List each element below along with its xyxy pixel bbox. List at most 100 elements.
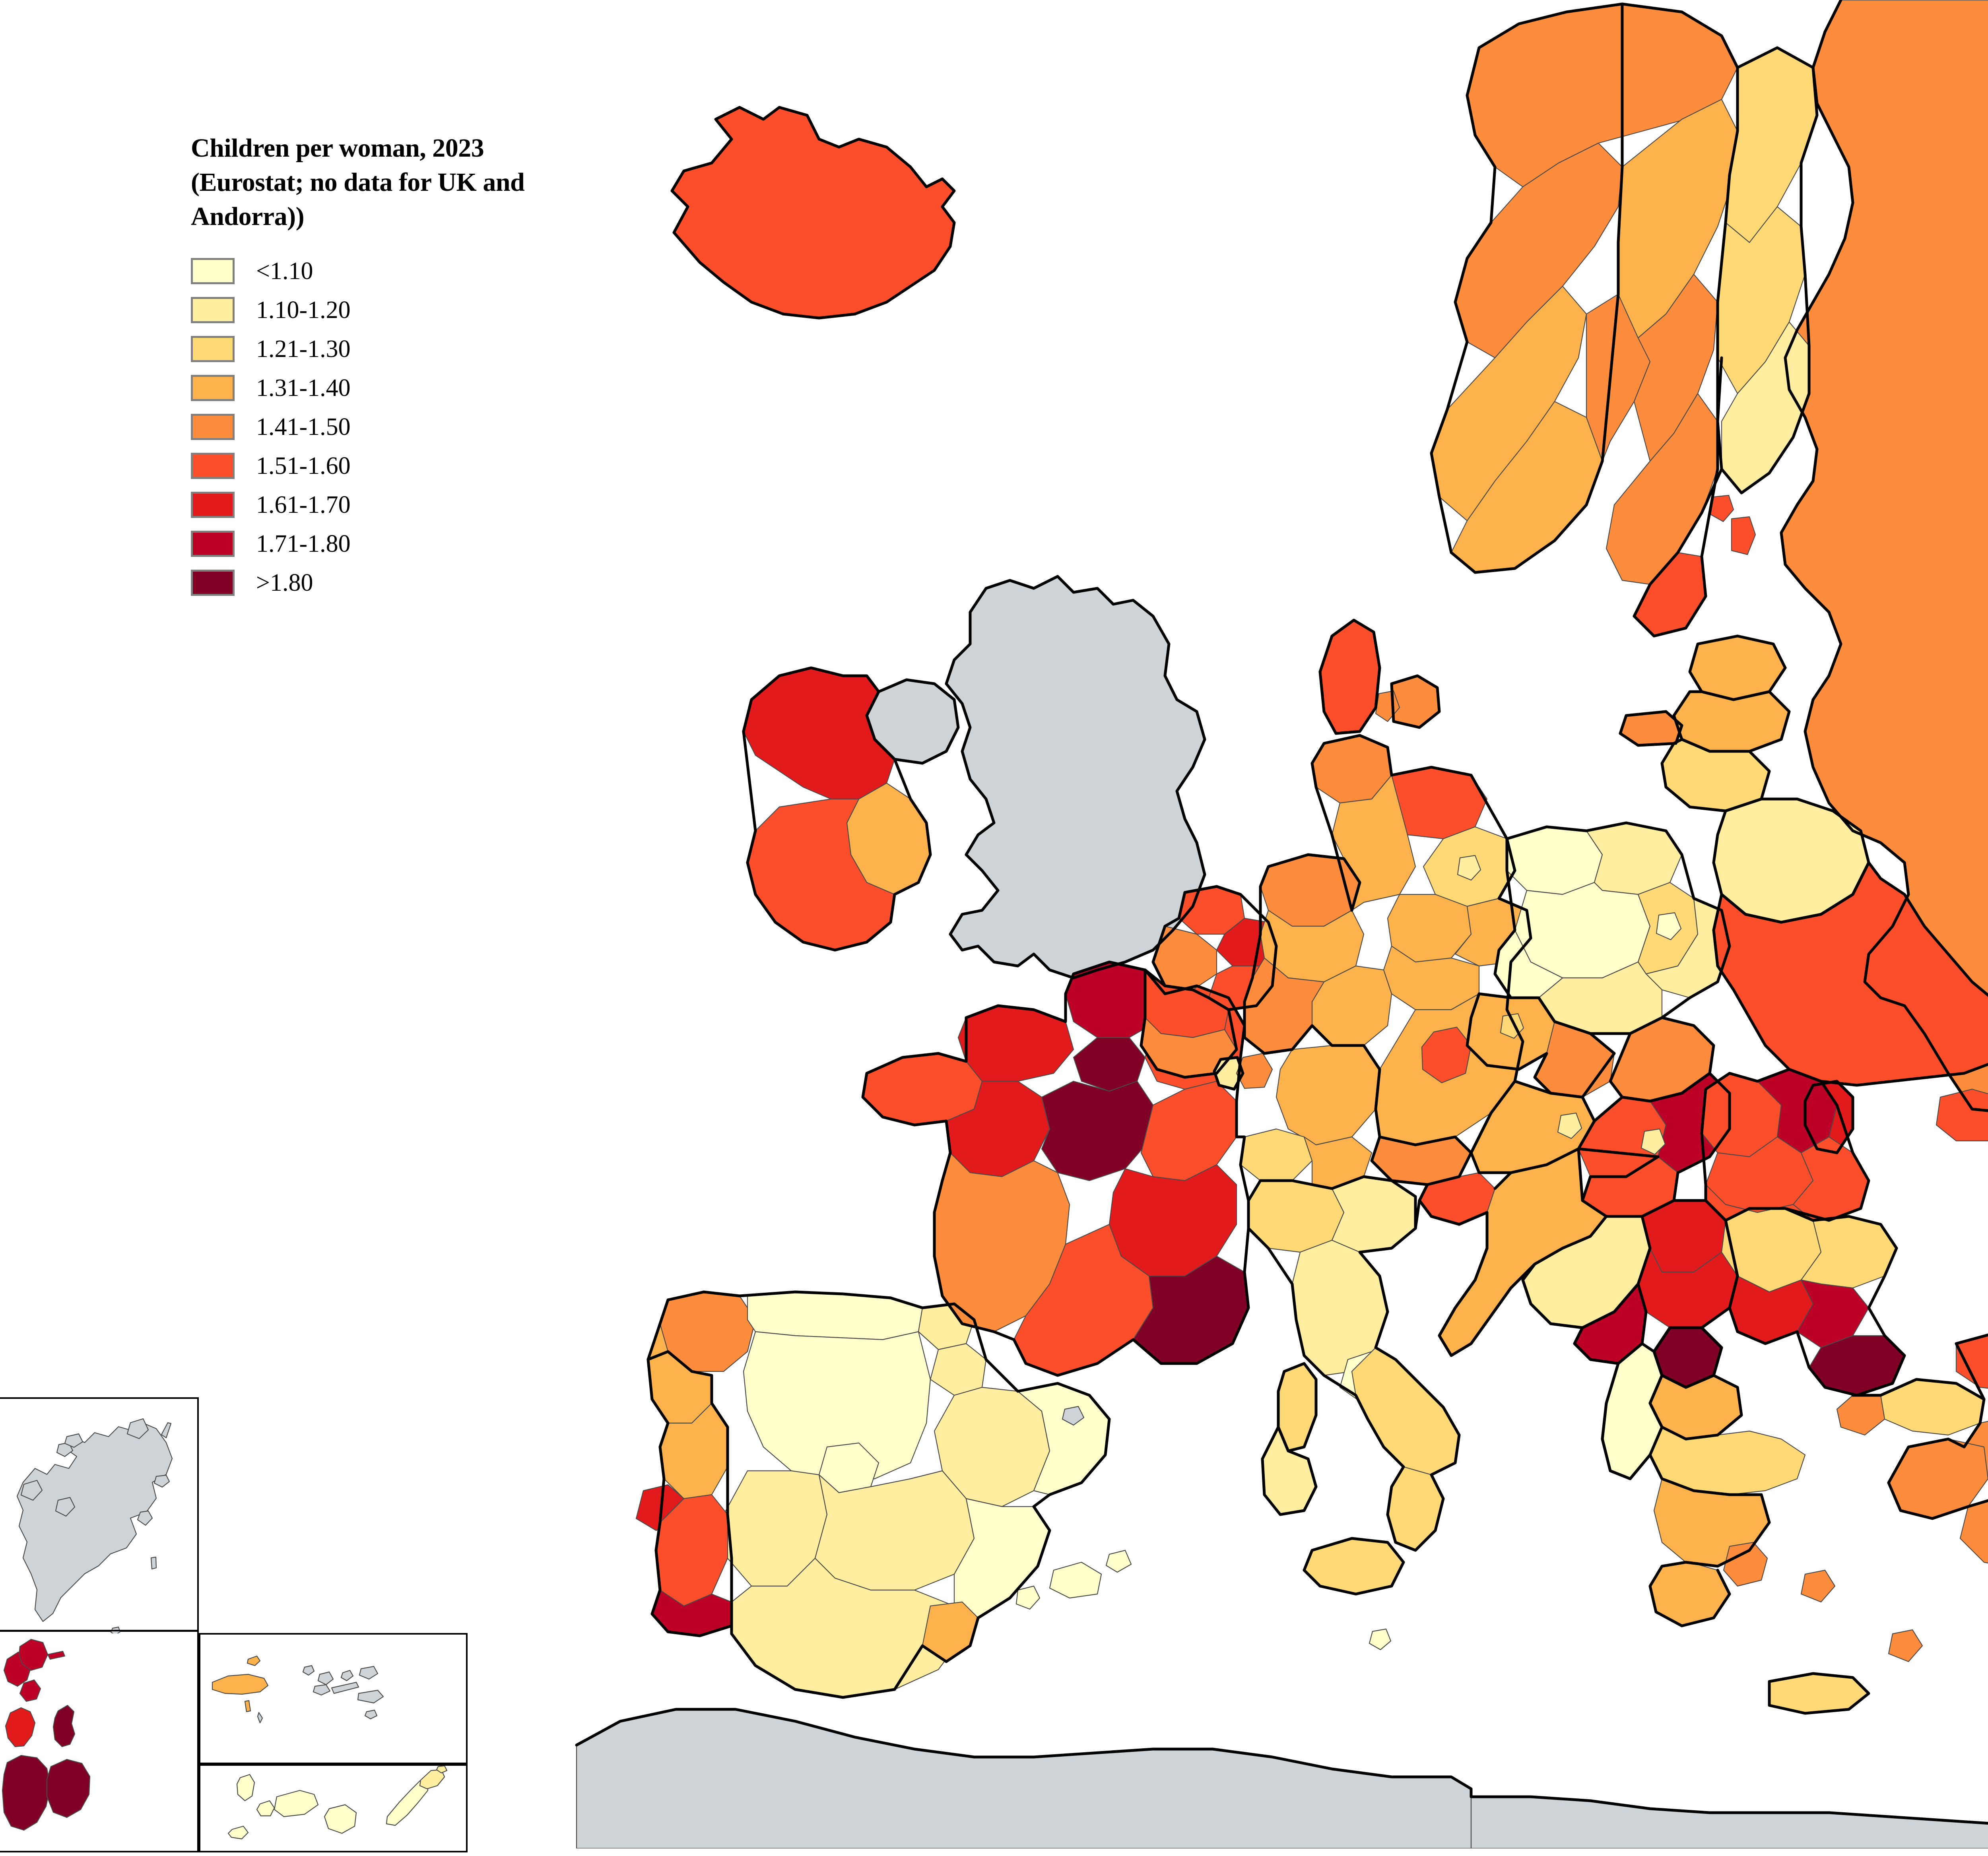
inset-region-azores-4: [331, 1681, 359, 1694]
inset-region-azores-9: [257, 1712, 263, 1724]
region-gotland[interactable]: [1731, 516, 1756, 555]
legend-row-4[interactable]: 1.41-1.50: [191, 407, 588, 446]
region-poland-central[interactable]: [1514, 882, 1651, 979]
legend-label-8: >1.80: [256, 569, 313, 597]
inset-svalbard-svg: [16, 1418, 173, 1636]
region-finland-north[interactable]: [1725, 47, 1818, 243]
inset-region-graciosa: [436, 1765, 448, 1774]
inset-region-tenerife: [274, 1790, 319, 1817]
region-switzerland-west[interactable]: [1240, 1128, 1313, 1181]
inset-region-fuerteventura: [386, 1780, 429, 1826]
region-malta[interactable]: [1369, 1628, 1392, 1650]
legend-label-6: 1.61-1.70: [256, 491, 351, 519]
legend-swatch-2: [191, 336, 235, 363]
region-turkey-blacksea-west[interactable]: [1955, 1332, 1988, 1391]
inset-region-martinique: [5, 1707, 36, 1747]
region-poland-warsaw[interactable]: [1656, 912, 1682, 941]
inset-canary-islands[interactable]: [199, 1764, 468, 1852]
inset-region-el-hierro: [227, 1825, 249, 1840]
legend-label-7: 1.71-1.80: [256, 530, 351, 558]
inset-azores-madeira[interactable]: [199, 1633, 468, 1764]
region-germany-niedersachsen[interactable]: [1331, 774, 1416, 911]
region-ibiza[interactable]: [1015, 1585, 1041, 1610]
legend-row-0[interactable]: <1.10: [191, 252, 588, 291]
legend-row-6[interactable]: 1.61-1.70: [191, 485, 588, 524]
region-crimea[interactable]: [1936, 1088, 1988, 1142]
region-spain-navarra-rioja[interactable]: [930, 1343, 987, 1396]
legend-label-0: <1.10: [256, 258, 313, 285]
legend-label-5: 1.51-1.60: [256, 452, 351, 480]
legend-label-3: 1.31-1.40: [256, 374, 351, 402]
region-libya-egypt[interactable]: [1470, 1796, 1988, 1848]
legend-swatch-1: [191, 297, 235, 324]
inset-region-mayotte: [52, 1705, 76, 1747]
legend-swatch-3: [191, 375, 235, 401]
region-germany-bw[interactable]: [1276, 1045, 1380, 1146]
inset-region-azores-6: [359, 1666, 379, 1680]
legend-swatch-8: [191, 570, 235, 596]
region-spain-castilla-leon[interactable]: [743, 1331, 931, 1480]
region-turkey-mediterranean[interactable]: [1959, 1495, 1988, 1570]
inset-svalbard[interactable]: [0, 1397, 199, 1636]
inset-region-lanzarote: [419, 1769, 445, 1790]
legend-items: <1.10 1.10-1.20 1.21-1.30 1.31-1.40 1.41…: [191, 252, 588, 602]
inset-region-madeira: [212, 1674, 269, 1695]
legend-row-7[interactable]: 1.71-1.80: [191, 524, 588, 563]
inset-region-porto-santo: [247, 1655, 261, 1666]
region-mallorca[interactable]: [1049, 1561, 1102, 1599]
region-turkey-istanbul[interactable]: [1836, 1394, 1885, 1436]
region-aland[interactable]: [1710, 495, 1734, 522]
inset-region-desertas: [244, 1700, 251, 1712]
legend-title: Children per woman, 2023 (Eurostat; no d…: [191, 134, 525, 231]
legend-label-2: 1.21-1.30: [256, 336, 351, 363]
region-hungary-budapest[interactable]: [1640, 1128, 1666, 1155]
inset-region-guadeloupe-dep: [19, 1679, 41, 1702]
inset-region-azores-5: [340, 1670, 354, 1681]
legend-row-2[interactable]: 1.21-1.30: [191, 330, 588, 368]
region-france-bourgogne[interactable]: [1140, 1080, 1237, 1181]
region-france-centreval[interactable]: [1041, 1080, 1154, 1181]
inset-region-reunion: [46, 1759, 91, 1818]
inset-french-overseas[interactable]: [0, 1630, 199, 1852]
inset-region-azores-2: [317, 1671, 334, 1685]
inset-region-guyane: [2, 1755, 51, 1831]
legend-label-1: 1.10-1.20: [256, 297, 351, 324]
region-austria-vienna[interactable]: [1557, 1112, 1582, 1139]
region-poland-nw[interactable]: [1506, 826, 1603, 895]
region-italy-south[interactable]: [1351, 1347, 1460, 1476]
inset-french-overseas-svg: [2, 1639, 91, 1831]
region-menorca[interactable]: [1105, 1550, 1132, 1573]
map-regions: [575, 0, 1988, 1848]
region-north-africa[interactable]: [576, 1709, 1472, 1848]
region-greece-rhodes[interactable]: [1888, 1629, 1923, 1662]
inset-region-guadeloupe-e: [18, 1639, 49, 1671]
inset-region-azores-8: [364, 1709, 378, 1720]
inset-region-gran-canaria: [324, 1804, 357, 1834]
legend-swatch-6: [191, 492, 235, 518]
legend-row-8[interactable]: >1.80: [191, 563, 588, 602]
legend-row-5[interactable]: 1.51-1.60: [191, 446, 588, 485]
inset-azores-madeira-svg: [212, 1655, 384, 1724]
legend-row-1[interactable]: 1.10-1.20: [191, 291, 588, 330]
inset-region-azores-7: [357, 1689, 384, 1704]
region-greece-islands[interactable]: [1800, 1569, 1836, 1603]
region-andorra[interactable]: [1062, 1406, 1085, 1426]
legend-label-4: 1.41-1.50: [256, 413, 351, 441]
region-germany-berlin[interactable]: [1457, 855, 1481, 881]
inset-region-azores-1: [302, 1665, 315, 1676]
legend-swatch-7: [191, 531, 235, 557]
legend-swatch-5: [191, 453, 235, 479]
legend-swatch-0: [191, 258, 235, 285]
inset-region-guadeloupe-islet: [47, 1650, 66, 1660]
legend-swatch-4: [191, 414, 235, 440]
legend: Children per woman, 2023 (Eurostat; no d…: [191, 131, 588, 602]
region-greece-attica[interactable]: [1723, 1542, 1768, 1587]
legend-row-3[interactable]: 1.31-1.40: [191, 368, 588, 407]
inset-region-la-gomera: [256, 1800, 275, 1817]
inset-canary-islands-svg: [227, 1765, 448, 1840]
inset-region-azores-3: [313, 1684, 331, 1696]
inset-region-la-palma: [236, 1774, 255, 1802]
region-germany-oberfranken[interactable]: [1421, 1026, 1472, 1084]
